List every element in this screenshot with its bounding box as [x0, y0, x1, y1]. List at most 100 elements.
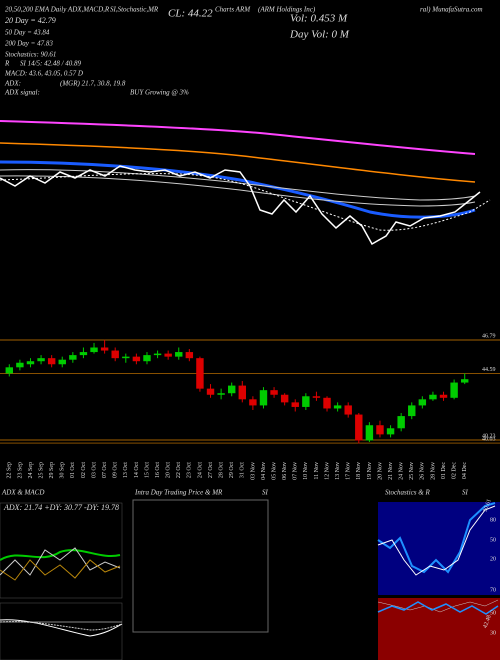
x-tick-label: 26 Nov — [420, 462, 426, 480]
candle-body — [90, 347, 98, 353]
x-tick-label: 23 Sep — [17, 462, 23, 479]
candle-body — [302, 396, 310, 407]
adx-text: BUY Growing @ 3% — [130, 89, 189, 97]
x-tick-label: 25 Nov — [409, 462, 415, 480]
x-tick-label: 20 Oct — [166, 462, 172, 478]
y-tick-label: 46.79 — [482, 333, 496, 339]
band-line — [0, 175, 476, 207]
x-tick-label: 27 Oct — [208, 462, 214, 478]
candle-body — [16, 362, 24, 368]
level-label: 50 — [490, 537, 496, 543]
candle-body — [365, 425, 374, 441]
x-tick-label: 25 Sep — [38, 462, 44, 479]
candle-body — [333, 405, 342, 409]
header-text: ral) MunafaSutra.com — [420, 6, 483, 14]
x-tick-label: 02 Oct — [81, 462, 87, 478]
stoch-text: Stochastics: 90.61 — [5, 51, 56, 59]
candle-body — [397, 416, 405, 429]
x-tick-label: 11 Nov — [314, 462, 320, 480]
rsi-line — [377, 601, 499, 615]
x-tick-label: 23 Oct — [187, 462, 193, 478]
x-tick-label: 31 Oct — [240, 462, 246, 478]
ema-text: 200 Day = 47.83 — [5, 40, 53, 48]
candle-body — [344, 405, 352, 415]
candle-body — [185, 352, 194, 359]
candle-body — [196, 358, 204, 389]
y-tick-label: 40.23 — [482, 433, 496, 439]
macd-text: MACD: 43.6, 43.05, 0.57 D — [4, 70, 83, 78]
x-tick-label: 28 Oct — [218, 462, 224, 478]
x-tick-label: 17 Nov — [346, 462, 352, 480]
candle-body — [37, 358, 45, 362]
y-tick-label: 44.59 — [482, 367, 496, 373]
candle-body — [418, 399, 427, 406]
adx-line — [0, 547, 121, 576]
candle-body — [111, 350, 119, 359]
candle-body — [291, 402, 299, 407]
x-tick-label: 24 Sep — [28, 462, 34, 479]
x-tick-label: 12 Nov — [324, 462, 330, 480]
panel-title: SI — [262, 489, 269, 497]
candle-body — [312, 396, 321, 398]
adx-text: (MGR) 21.7, 30.8, 19.8 — [60, 80, 126, 88]
rsi-line — [377, 599, 499, 613]
x-tick-label: 21 Nov — [388, 462, 394, 480]
candle-body — [429, 394, 437, 400]
x-tick-label: 04 Nov — [261, 462, 267, 480]
x-tick-label: 18 Nov — [356, 462, 362, 480]
x-tick-label: 29 Sep — [49, 462, 55, 479]
candle-body — [280, 394, 289, 403]
candle-body — [143, 355, 151, 362]
panel-title: SI — [462, 489, 469, 497]
stoch-value: 90.61 — [483, 498, 493, 513]
adx-line — [0, 549, 121, 561]
signal-line — [0, 173, 491, 231]
header-text: SI,Stochastic,MR — [110, 6, 159, 14]
candle-body — [164, 353, 172, 357]
level-label: 30 — [490, 630, 496, 636]
x-tick-label: 14 Oct — [134, 462, 140, 478]
candle-body — [323, 397, 331, 409]
close-price: CL: 44.22 — [168, 8, 213, 20]
candle-body — [217, 393, 225, 395]
y-tick-label: 40.03 — [482, 436, 496, 442]
header-text: 20,50,200 EMA Daily ADX,MACD,R — [5, 6, 110, 14]
candle-body — [58, 359, 66, 365]
candle-body — [153, 353, 162, 356]
stoch-panel — [378, 502, 500, 595]
x-tick-label: 13 Oct — [123, 462, 129, 478]
x-tick-label: 24 Nov — [399, 462, 405, 480]
candle-body — [238, 385, 247, 400]
candle-body — [460, 379, 469, 383]
x-tick-label: 10 Nov — [303, 462, 309, 480]
price-line — [0, 165, 481, 246]
adx-readout: ADX: 21.74 +DY: 30.77 -DY: 19.78 — [3, 503, 119, 512]
candle-body — [227, 385, 236, 394]
x-tick-label: 13 Nov — [335, 462, 341, 480]
x-tick-label: 22 Oct — [176, 462, 182, 478]
level-label: 80 — [490, 517, 496, 523]
x-tick-label: 19 Nov — [367, 462, 373, 480]
x-tick-label: 02 Dec — [451, 462, 457, 479]
macd-panel — [0, 602, 123, 660]
candle-body — [408, 405, 416, 417]
level-label: 70 — [490, 587, 496, 593]
x-tick-label: 01 Oct — [70, 462, 76, 478]
x-tick-label: 09 Oct — [113, 462, 119, 478]
ema200-line — [0, 120, 476, 155]
adx-panel — [0, 502, 123, 599]
x-tick-label: 01 Dec — [441, 462, 447, 479]
ema20-line — [0, 160, 476, 219]
x-tick-label: 15 Oct — [144, 462, 150, 478]
candle-body — [79, 352, 88, 356]
x-tick-label: 07 Oct — [102, 462, 108, 478]
adx-text: ADX signal: — [4, 89, 40, 97]
x-tick-label: 03 Oct — [91, 462, 97, 478]
x-tick-label: 30 Sep — [60, 462, 66, 479]
level-label: 20 — [490, 556, 496, 562]
x-tick-label: 07 Nov — [293, 462, 299, 480]
level-label: 50 — [490, 610, 496, 616]
candle-body — [69, 355, 77, 360]
ema-text: 20 Day = 42.79 — [5, 16, 56, 25]
